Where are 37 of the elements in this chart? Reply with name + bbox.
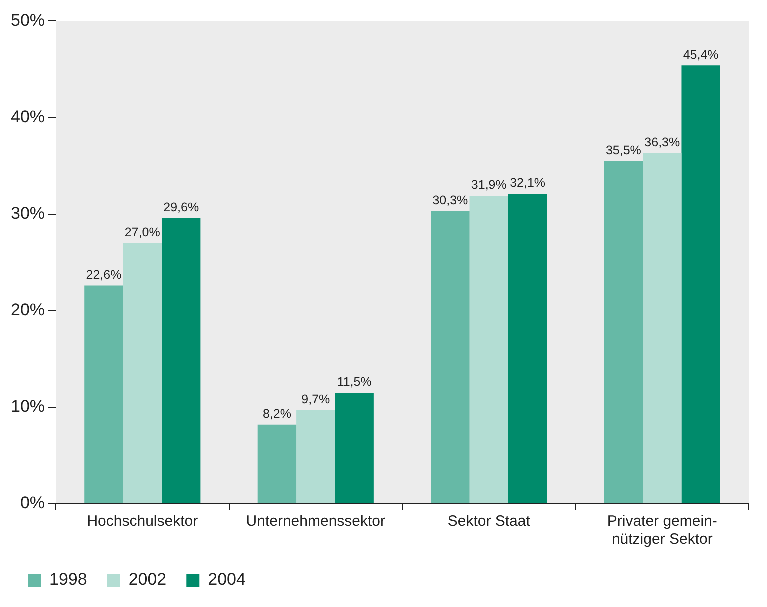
- data-label: 11,5%: [337, 375, 372, 390]
- data-label: 32,1%: [510, 176, 546, 190]
- legend-label: 2002: [128, 570, 167, 590]
- y-tick-label: 10%: [10, 397, 46, 416]
- y-tick-label: 50%: [10, 10, 46, 30]
- bar: [682, 66, 720, 504]
- bar: [84, 286, 124, 504]
- bar: [431, 211, 470, 504]
- x-tick-label: Hochschulsektor: [87, 513, 198, 530]
- legend-label: 2004: [208, 570, 246, 590]
- x-tick-label: Sektor Staat: [448, 513, 532, 530]
- data-label: 35,5%: [606, 143, 642, 158]
- bar: [604, 161, 644, 504]
- data-label: 8,2%: [262, 407, 292, 422]
- x-tick-label: Privater gemein- nütziger Sektor: [607, 513, 718, 548]
- bar: [258, 424, 297, 504]
- bar: [123, 243, 162, 504]
- bar: [296, 410, 336, 504]
- data-label: 29,6%: [164, 200, 200, 214]
- y-tick-label: 30%: [10, 204, 46, 224]
- y-tick-label: 40%: [10, 107, 46, 126]
- bar: [643, 153, 682, 504]
- x-tick-label: Unternehmenssektor: [246, 513, 386, 530]
- data-label: 36,3%: [644, 136, 680, 150]
- data-label: 22,6%: [86, 268, 122, 282]
- bar: [470, 196, 508, 504]
- legend-label: 1998: [50, 570, 88, 590]
- data-label: 9,7%: [302, 392, 330, 407]
- bar: [508, 194, 548, 504]
- y-tick-label: 0%: [20, 494, 46, 513]
- bar: [335, 392, 374, 504]
- bar: [162, 218, 201, 504]
- y-tick-label: 20%: [10, 300, 46, 320]
- data-label: 27,0%: [124, 225, 160, 240]
- data-label: 45,4%: [683, 48, 719, 62]
- data-label: 31,9%: [471, 178, 507, 192]
- data-label: 30,3%: [432, 194, 468, 208]
